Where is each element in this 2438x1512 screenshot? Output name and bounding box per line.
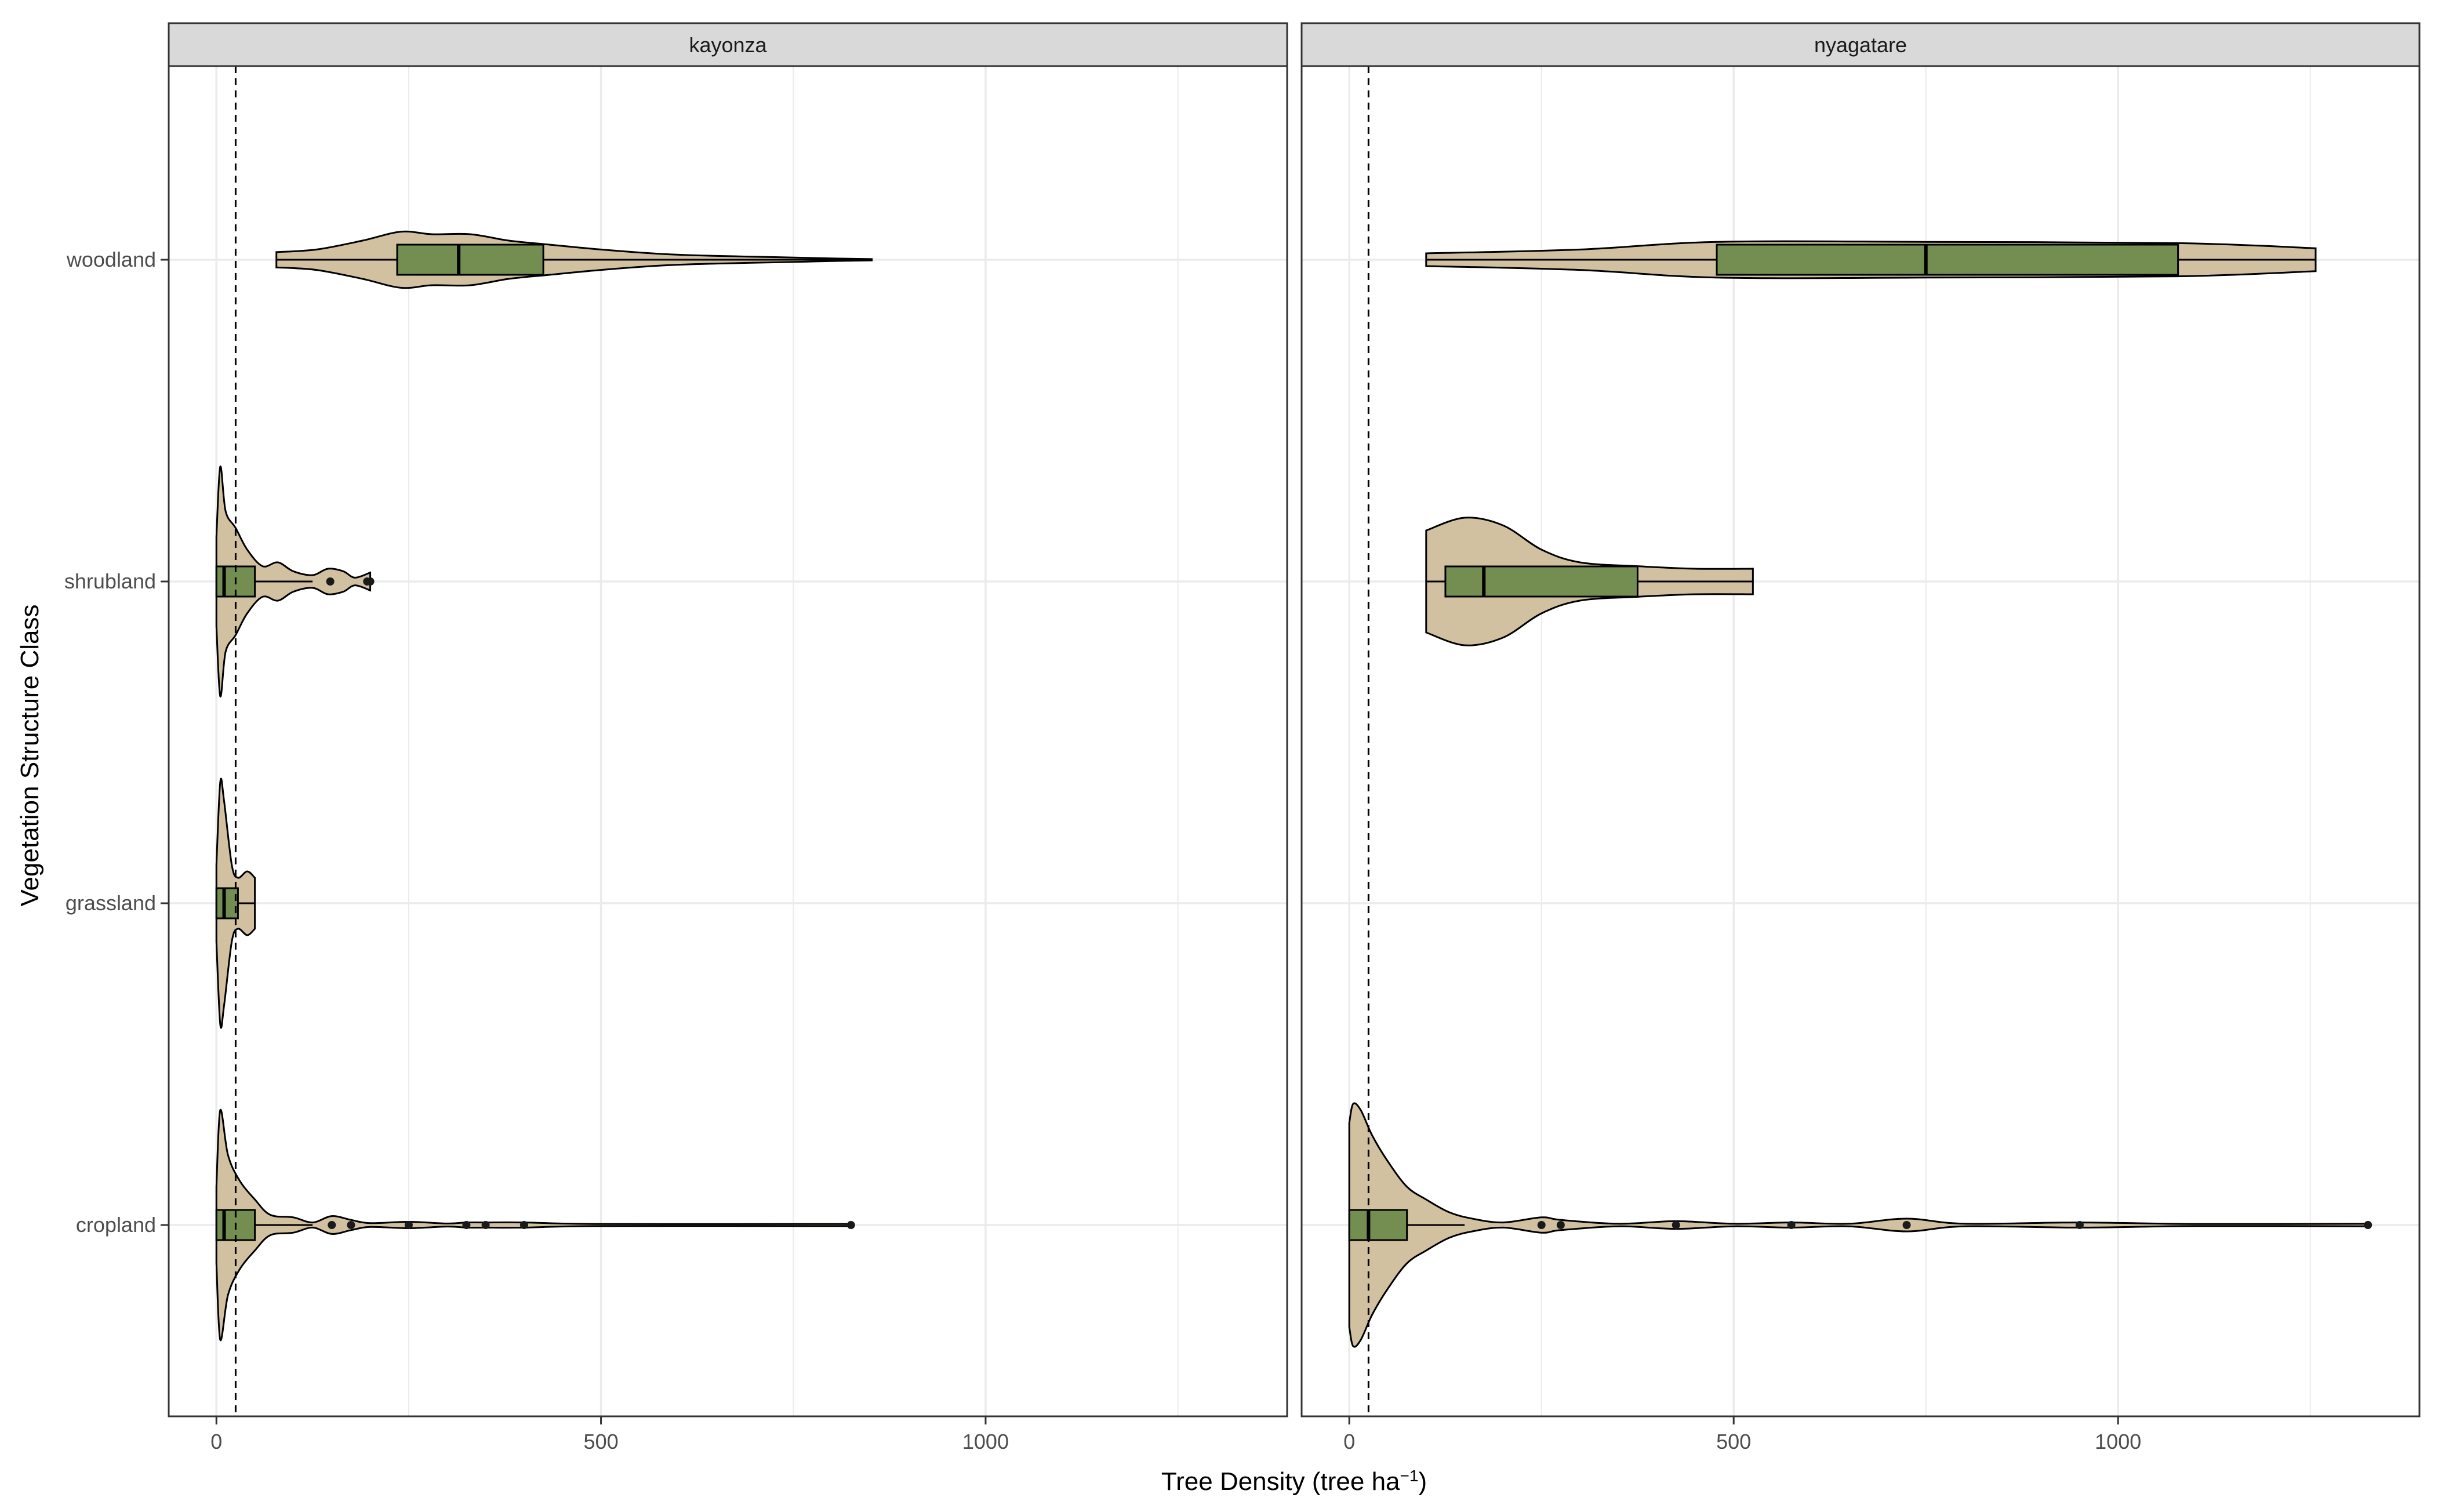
outlier-point <box>1902 1221 1911 1229</box>
panel-kayonza: kayonza 0 500 1000 <box>168 22 1288 1453</box>
y-tick-label-woodland: woodland <box>66 248 156 271</box>
box-shrubland <box>1444 565 1638 598</box>
box-cropland <box>1348 1209 1408 1241</box>
facet-strip-label: kayonza <box>689 33 767 57</box>
x-tick-label: 1000 <box>962 1430 1009 1453</box>
box-woodland <box>396 243 544 276</box>
outlier-point <box>347 1221 355 1229</box>
outlier-point <box>2075 1221 2084 1229</box>
outlier-point <box>1537 1221 1546 1229</box>
outlier-point <box>326 577 335 586</box>
outlier-point <box>1556 1221 1565 1229</box>
outlier-point <box>481 1221 490 1229</box>
facet-strip <box>168 22 1288 67</box>
x-tick-label: 0 <box>210 1430 222 1453</box>
outlier-point <box>2364 1221 2372 1229</box>
box-woodland <box>1716 243 2179 276</box>
panel-background <box>1302 66 2419 1416</box>
outlier-point <box>1787 1221 1796 1229</box>
x-tick-label: 500 <box>584 1430 619 1453</box>
y-tick-label-grassland: grassland <box>66 891 156 915</box>
x-axis-title: Tree Density (tree ha−1) <box>1161 1467 1427 1496</box>
outlier-point <box>366 577 375 586</box>
facet-strip <box>1300 22 2421 67</box>
outlier-point <box>462 1221 471 1229</box>
violin-group-woodland <box>275 230 873 289</box>
violin-group-shrubland <box>1425 517 1754 646</box>
y-axis-title: Vegetation Structure Class <box>16 605 44 907</box>
x-tick-label: 500 <box>1716 1430 1751 1453</box>
y-tick-label-cropland: cropland <box>76 1213 156 1237</box>
outlier-point <box>1672 1221 1680 1229</box>
violin-group-grassland <box>215 777 256 1029</box>
x-tick-label: 0 <box>1343 1430 1355 1453</box>
outlier-point <box>519 1221 528 1229</box>
x-tick-label: 1000 <box>2095 1430 2141 1453</box>
panel-nyagatare: nyagatare 0 500 1000 <box>1300 22 2421 1453</box>
panel-background <box>169 66 1287 1416</box>
violin-group-cropland <box>1348 1102 2372 1348</box>
outlier-point <box>328 1221 336 1229</box>
x-axis-title-superscript: −1 <box>1400 1467 1419 1485</box>
outlier-point <box>846 1221 855 1229</box>
box-grassland <box>215 887 239 919</box>
y-tick-label-shrubland: shrubland <box>64 569 156 593</box>
violin-group-woodland <box>1425 240 2317 279</box>
outlier-point <box>404 1221 413 1229</box>
facet-strip-label: nyagatare <box>1814 33 1907 57</box>
